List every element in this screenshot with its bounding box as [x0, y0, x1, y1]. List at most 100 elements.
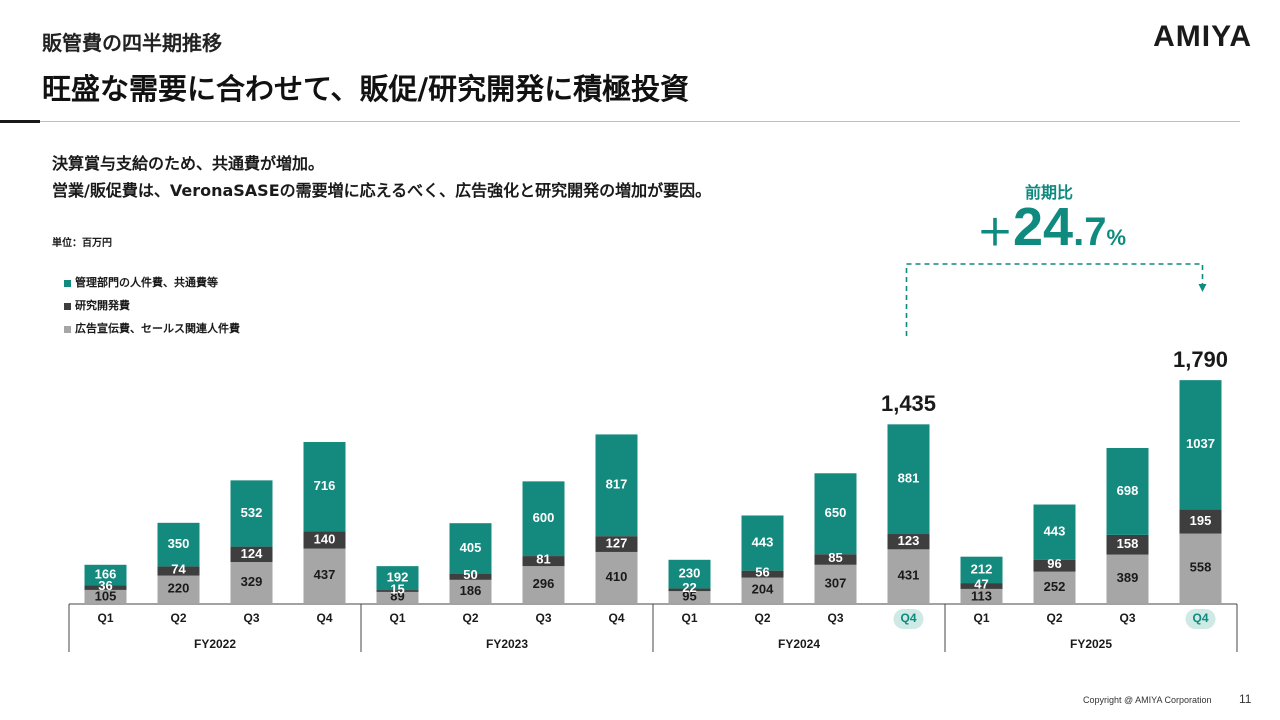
bar-value-label: 127	[606, 535, 628, 550]
bar-value-label: 329	[241, 574, 263, 589]
bar-segment-admin	[303, 442, 346, 532]
bar-value-label: 96	[1047, 556, 1061, 571]
unit-label: 単位：百万円	[52, 238, 112, 249]
bar-segment-ad	[960, 588, 1003, 603]
description-line-1: 決算賞与支給のため、共通費が増加。	[52, 154, 325, 173]
company-logo: AMIYA	[1153, 20, 1252, 53]
bar-value-label: 22	[682, 580, 696, 595]
category-highlight	[1185, 609, 1216, 629]
growth-unit: %	[1106, 225, 1127, 250]
bar-segment-rnd	[449, 573, 492, 580]
bar-value-label: 405	[460, 540, 482, 555]
bar-segment-admin	[157, 522, 200, 567]
bar-segment-rnd	[814, 554, 857, 565]
bar-value-label: 123	[898, 533, 920, 548]
legend-swatch-rnd	[64, 303, 71, 310]
page-number: 11	[1239, 692, 1252, 706]
bar-value-label: 443	[1044, 524, 1066, 539]
legend-item-rnd: 研究開発費	[64, 299, 240, 322]
bar-value-label: 195	[1190, 513, 1212, 528]
bar-value-label: 431	[898, 568, 920, 583]
page-title: 旺盛な需要に合わせて、販促/研究開発に積極投資	[42, 72, 690, 106]
bar-value-label: 81	[536, 552, 550, 567]
bar-segment-rnd	[741, 570, 784, 578]
bar-segment-admin	[595, 434, 638, 537]
bar-total-label: 1,435	[881, 391, 936, 416]
bar-value-label: 186	[460, 583, 482, 598]
x-tick-label: Q1	[97, 611, 113, 625]
bar-value-label: 212	[971, 561, 993, 576]
bar-segment-rnd	[595, 536, 638, 552]
bar-segment-admin	[230, 480, 273, 547]
x-tick-label: Q1	[681, 611, 697, 625]
bar-value-label: 817	[606, 477, 628, 492]
bar-value-label: 410	[606, 569, 628, 584]
bar-segment-rnd	[522, 556, 565, 567]
bar-value-label: 124	[241, 546, 263, 561]
bar-value-label: 443	[752, 534, 774, 549]
bar-value-label: 350	[168, 536, 190, 551]
legend-swatch-admin	[64, 280, 71, 287]
x-tick-label: Q2	[754, 611, 770, 625]
bar-value-label: 192	[387, 570, 409, 585]
bar-segment-admin	[84, 564, 127, 586]
bar-value-label: 881	[898, 471, 920, 486]
bar-segment-ad	[157, 575, 200, 603]
bar-segment-rnd	[157, 566, 200, 576]
x-tick-label: Q1	[389, 611, 405, 625]
bar-segment-ad	[1179, 533, 1222, 603]
x-tick-label: Q3	[243, 611, 259, 625]
bar-segment-ad	[230, 562, 273, 603]
bar-value-label: 296	[533, 576, 555, 591]
bar-value-label: 36	[98, 578, 112, 593]
bar-value-label: 558	[1190, 560, 1212, 575]
bar-segment-admin	[1179, 380, 1222, 510]
x-tick-label: Q2	[462, 611, 478, 625]
x-tick-label: Q3	[1119, 611, 1135, 625]
bar-value-label: 89	[390, 588, 404, 603]
x-tick-label: Q2	[170, 611, 186, 625]
bar-segment-rnd	[887, 534, 930, 550]
x-group-label: FY2022	[194, 637, 236, 651]
bar-total-label: 1,790	[1173, 347, 1228, 372]
bar-segment-ad	[376, 591, 419, 603]
bar-segment-ad	[595, 551, 638, 603]
bar-segment-admin	[887, 424, 930, 535]
bar-segment-ad	[449, 579, 492, 603]
bar-value-label: 47	[974, 576, 988, 591]
bar-value-label: 698	[1117, 483, 1139, 498]
legend-item-admin: 管理部門の人件費、共通費等	[64, 276, 240, 299]
bar-value-label: 252	[1044, 579, 1066, 594]
bar-segment-rnd	[668, 588, 711, 592]
x-tick-label: Q4	[900, 611, 916, 625]
legend-label: 管理部門の人件費、共通費等	[75, 276, 218, 289]
bar-segment-admin	[814, 473, 857, 555]
bar-value-label: 166	[95, 567, 117, 582]
bar-value-label: 74	[171, 561, 186, 576]
bar-segment-rnd	[84, 585, 127, 590]
bar-value-label: 220	[168, 581, 190, 596]
x-tick-label: Q4	[1192, 611, 1208, 625]
section-label: 販管費の四半期推移	[42, 31, 222, 55]
bar-value-label: 50	[463, 567, 477, 582]
bar-segment-rnd	[303, 531, 346, 549]
x-tick-label: Q4	[608, 611, 624, 625]
bar-value-label: 230	[679, 566, 701, 581]
legend-label: 研究開発費	[75, 299, 130, 312]
bar-value-label: 650	[825, 505, 847, 520]
bar-segment-admin	[668, 559, 711, 589]
x-tick-label: Q3	[535, 611, 551, 625]
bar-segment-admin	[1033, 504, 1076, 560]
bar-segment-rnd	[960, 583, 1003, 589]
x-tick-label: Q3	[827, 611, 843, 625]
bar-value-label: 158	[1117, 536, 1139, 551]
x-tick-label: Q4	[316, 611, 332, 625]
x-group-label: FY2025	[1070, 637, 1112, 651]
bar-segment-ad	[814, 564, 857, 603]
bar-segment-admin	[522, 481, 565, 557]
growth-sign: ＋	[977, 212, 1014, 253]
legend-item-ad: 広告宣伝費、セールス関連人件費	[64, 322, 240, 345]
growth-integer: 24	[1013, 197, 1074, 257]
x-group-label: FY2024	[778, 637, 820, 651]
bar-value-label: 105	[95, 588, 117, 603]
